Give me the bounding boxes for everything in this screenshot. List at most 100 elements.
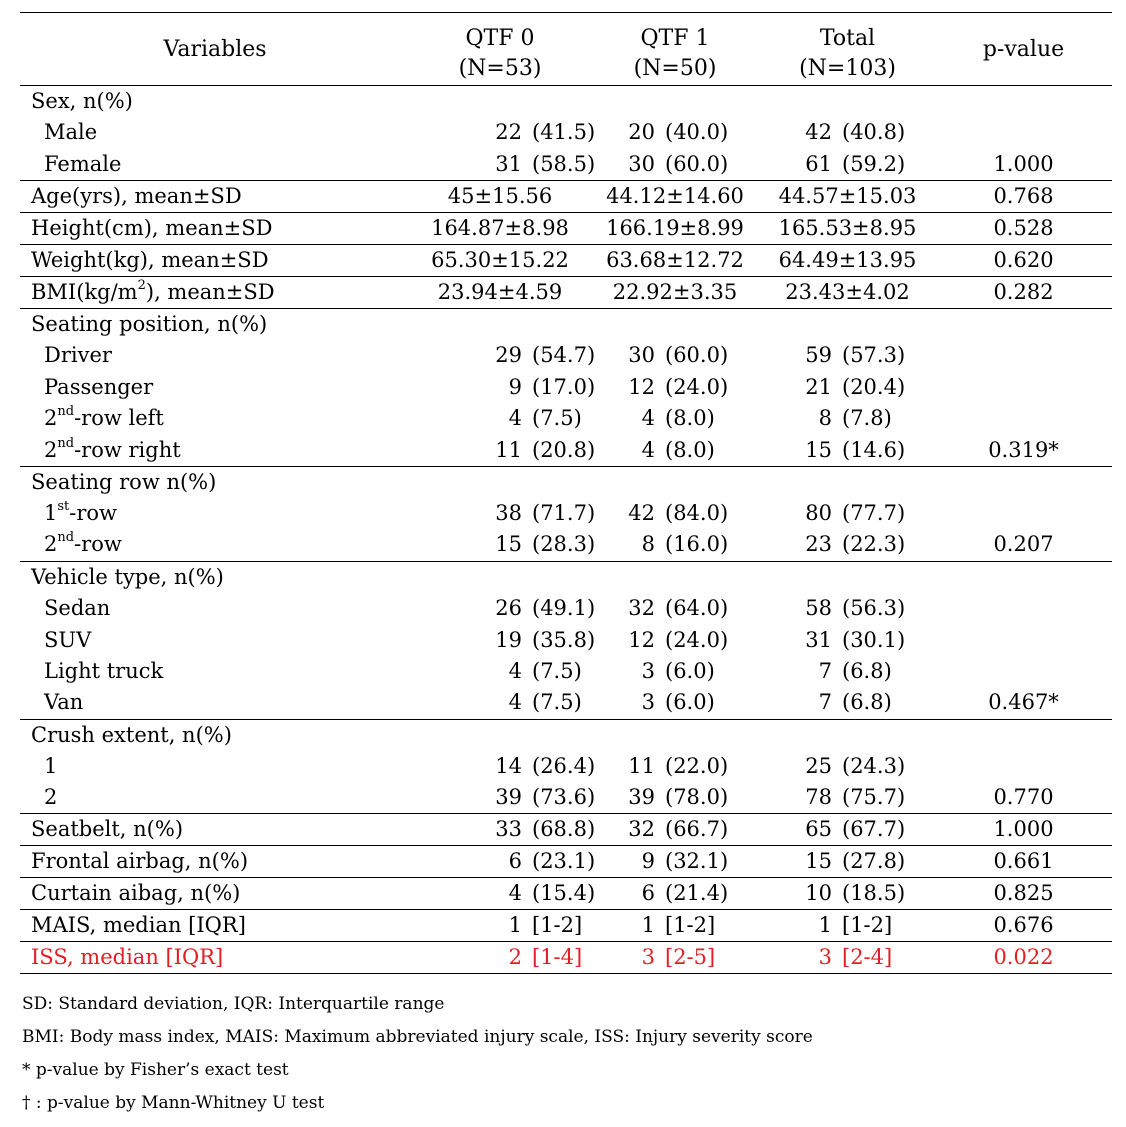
table-row-suv: SUV 19 (35.8) 12 (24.0) 31 (30.1) [20,624,1112,656]
cell-pvalue: 0.207 [993,532,1054,557]
header-total-n: (N=103) [799,55,896,81]
row-label: Sedan [44,595,111,620]
table-row-driver: Driver 29 (54.7) 30 (60.0) 59 (57.3) [20,340,1112,372]
table-row-height: Height(cm), mean±SD 164.87±8.98 166.19±8.9… [20,212,1112,245]
row-label: 2nd-row right [44,435,181,462]
table-row-seating-row: Seating row n(%) [20,466,1112,498]
table-row-2nd-row-right: 2nd-row right 11 (20.8) 4 (8.0) 15 (14.6) 0.319… [20,435,1112,467]
cell-total: 58 (56.3) [805,595,906,620]
row-label: Vehicle type, n(%) [31,564,224,589]
characteristics-table-document: Variables QTF 0 QTF 1 Total p-value (N=5… [20,12,1112,1120]
cell-total: 44.57±15.03 [778,183,917,208]
cell-qtf0: 4 (7.5) [508,690,582,715]
cell-qtf1: 63.68±12.72 [606,247,744,272]
cell-pvalue: 0.528 [993,215,1054,240]
row-label: 1st-row [44,499,118,526]
cell-total: 42 (40.8) [805,120,906,145]
table-row-curtain-airbag: Curtain aibag, n(%) 4 (15.4) 6 (21.4) 10 (18.5… [20,878,1112,910]
cell-pvalue [935,624,1112,656]
row-label: 1 [44,753,58,778]
cell-total: 1 [1-2] [818,913,893,938]
row-label: Male [44,120,98,145]
cell-total: 15 (14.6) [805,437,906,462]
cell-qtf0: 9 (17.0) [508,374,596,399]
cell-qtf1: 11 (22.0) [628,753,729,778]
table-row-sex: Sex, n(%) [20,86,1112,118]
row-label: Height(cm), mean±SD [31,215,273,240]
cell-qtf1: 30 (60.0) [628,151,729,176]
cell-total: 21 (20.4) [805,374,906,399]
cell-qtf1: 20 (40.0) [628,120,729,145]
cell-pvalue [935,656,1112,688]
cell-pvalue: 0.467* [988,690,1059,715]
cell-total: 23.43±4.02 [785,279,910,304]
cell-pvalue [935,371,1112,403]
cell-qtf0: 65.30±15.22 [431,247,569,272]
table-row-1st-row: 1st-row 38 (71.7) 42 (84.0) 80 (77.7) [20,498,1112,530]
cell-total: 25 (24.3) [805,753,906,778]
cell-qtf1: 6 (21.4) [641,881,729,906]
row-label: Van [44,690,84,715]
row-label: Crush extent, n(%) [31,722,232,747]
table-row-mais: MAIS, median [IQR] 1 [1-2] 1 [1-2] 1 [1-2] 0.67… [20,910,1112,942]
cell-qtf1: 3 [2-5] [641,945,716,970]
table-row-male: Male 22 (41.5) 20 (40.0) 42 (40.8) [20,117,1112,149]
row-label: Age(yrs), mean±SD [31,183,242,208]
cell-qtf1: 3 (6.0) [641,690,715,715]
table-row-seating-position: Seating position, n(%) [20,308,1112,340]
cell-qtf1: 1 [1-2] [641,913,716,938]
table-footnotes: SD: Standard deviation, IQR: Interquarti… [20,988,1112,1120]
header-qtf1-n: (N=50) [633,55,717,81]
row-label: Female [44,151,122,176]
row-label: Frontal airbag, n(%) [31,849,249,874]
cell-total: 15 (27.8) [805,849,906,874]
table-row-female: Female 31 (58.5) 30 (60.0) 61 (59.2) 1.000 [20,149,1112,181]
table-header: Variables QTF 0 QTF 1 Total p-value (N=5… [20,12,1112,86]
cell-qtf1: 4 (8.0) [641,406,715,431]
cell-pvalue: 0.319* [988,437,1059,462]
table-row-seatbelt: Seatbelt, n(%) 33 (68.8) 32 (66.7) 65 (67.7) 1.… [20,814,1112,846]
cell-qtf0: 39 (73.6) [495,785,596,810]
cell-pvalue: 0.661 [993,849,1054,874]
cell-qtf1: 9 (32.1) [641,849,729,874]
table-body: Sex, n(%) Male 22 (41.5) 20 (40.0) 42 (40.8) F… [20,86,1112,974]
cell-qtf0: 38 (71.7) [495,501,596,526]
cell-qtf0: 22 (41.5) [495,120,596,145]
header-variables: Variables [163,36,267,62]
cell-total: 80 (77.7) [805,501,906,526]
row-label: Driver [44,343,112,368]
cell-total: 31 (30.1) [805,627,906,652]
cell-qtf1: 22.92±3.35 [612,279,738,304]
cell-qtf0: 31 (58.5) [495,151,596,176]
header-total: Total [819,26,876,51]
cell-qtf0: 33 (68.8) [495,817,596,842]
cell-qtf0: 164.87±8.98 [431,215,569,240]
cell-qtf1: 42 (84.0) [628,501,729,526]
row-label: MAIS, median [IQR] [31,913,246,938]
table-row-crush-1: 1 14 (26.4) 11 (22.0) 25 (24.3) [20,751,1112,783]
footnote-abbreviations-1: SD: Standard deviation, IQR: Interquarti… [22,994,445,1015]
row-label: Sex, n(%) [31,89,133,114]
cell-total: 3 [2-4] [818,945,893,970]
row-label-bmi: BMI(kg/m2), mean±SD [31,277,275,304]
cell-qtf0: 6 (23.1) [508,849,596,874]
cell-qtf1: 32 (64.0) [628,595,729,620]
row-label: Passenger [44,374,154,399]
cell-pvalue: 0.282 [993,279,1054,304]
table-row-2nd-row: 2nd-row 15 (28.3) 8 (16.0) 23 (22.3) 0.207 [20,529,1112,562]
cell-pvalue: 0.825 [993,881,1054,906]
cell-qtf1: 39 (78.0) [628,785,729,810]
header-qtf1: QTF 1 [640,26,710,51]
cell-qtf0: 26 (49.1) [495,595,596,620]
cell-total: 59 (57.3) [805,343,906,368]
row-label: ISS, median [IQR] [31,945,224,970]
cell-total: 7 (6.8) [818,659,892,684]
cell-total: 10 (18.5) [805,881,906,906]
cell-pvalue [935,751,1112,783]
cell-qtf1: 3 (6.0) [641,659,715,684]
cell-pvalue: 0.770 [993,785,1054,810]
cell-qtf0: 4 (7.5) [508,406,582,431]
row-label: Curtain aibag, n(%) [31,881,241,906]
row-label: 2nd-row [44,530,122,557]
cell-qtf0: 2 [1-4] [508,945,583,970]
